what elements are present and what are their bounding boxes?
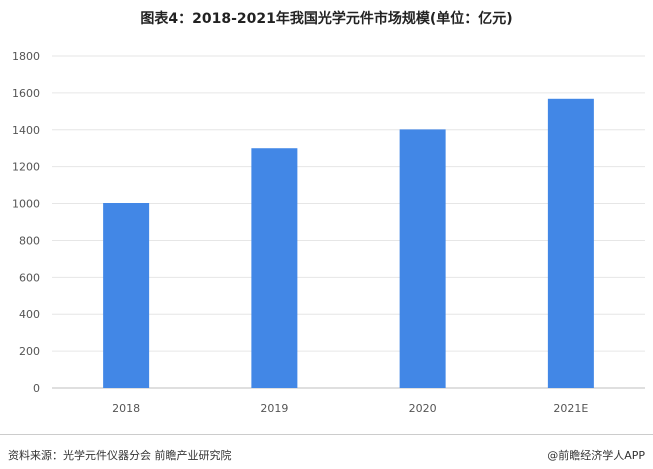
- y-tick-label: 400: [19, 308, 40, 321]
- x-tick-label: 2020: [409, 402, 437, 415]
- y-tick-label: 1200: [12, 161, 40, 174]
- bar-2019: [251, 148, 298, 388]
- x-tick-label: 2019: [260, 402, 288, 415]
- footer-divider: [0, 434, 653, 435]
- x-axis-ticks: 2018 2019 2020 2021E: [112, 402, 588, 415]
- y-tick-label: 1600: [12, 87, 40, 100]
- y-axis-ticks: 0 200 400 600 800 1000 1200 1400 1600 1800: [12, 50, 40, 395]
- y-tick-label: 1400: [12, 124, 40, 137]
- x-tick-label: 2021E: [553, 402, 588, 415]
- y-tick-label: 1800: [12, 50, 40, 63]
- grid-lines: [52, 55, 645, 389]
- y-tick-label: 0: [33, 382, 40, 395]
- source-note: 资料来源：光学元件仪器分会 前瞻产业研究院: [8, 449, 232, 462]
- x-tick-label: 2018: [112, 402, 140, 415]
- bar-2021E: [547, 98, 594, 389]
- chart-title: 图表4：2018-2021年我国光学元件市场规模(单位：亿元): [140, 11, 513, 27]
- y-tick-label: 600: [19, 271, 40, 284]
- bar-2020: [399, 129, 446, 389]
- y-tick-label: 200: [19, 345, 40, 358]
- brand-note: @前瞻经济学人APP: [547, 449, 645, 462]
- bar-2018: [103, 203, 150, 388]
- y-tick-label: 1000: [12, 198, 40, 211]
- bars: [103, 98, 594, 389]
- y-tick-label: 800: [19, 234, 40, 247]
